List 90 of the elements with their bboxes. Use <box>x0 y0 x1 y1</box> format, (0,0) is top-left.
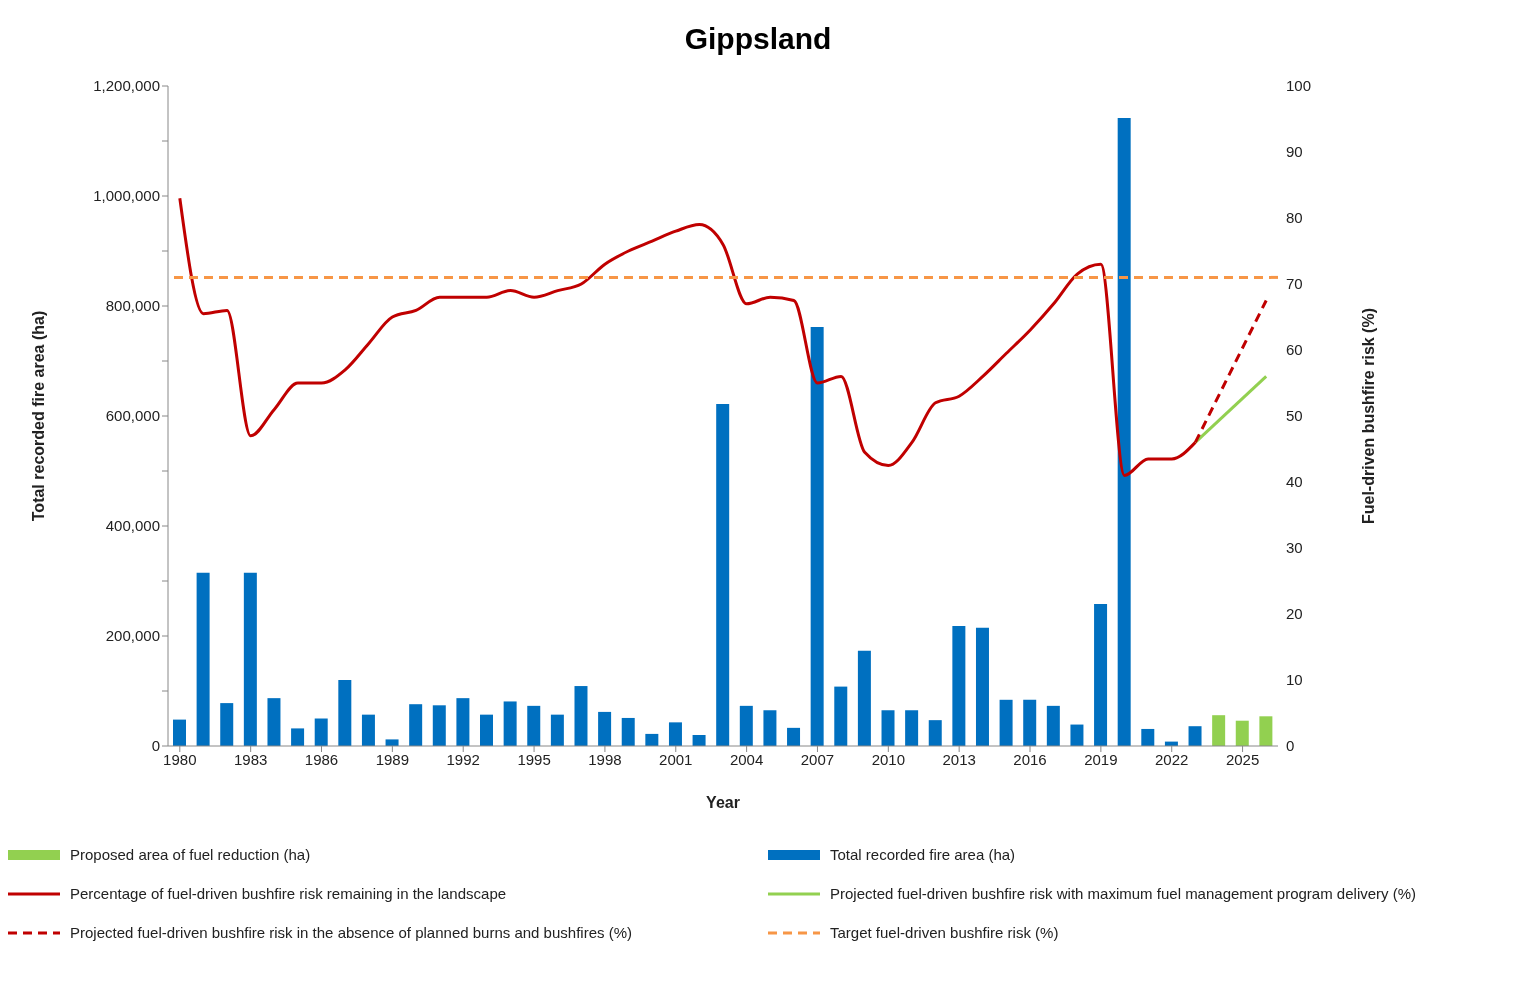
bar <box>598 711 612 746</box>
y-tick-label: 400,000 <box>105 517 160 535</box>
y-tick-label: 0 <box>151 737 160 755</box>
y2-tick-label: 100 <box>1286 77 1312 95</box>
bar <box>716 403 730 746</box>
y2-tick-label: 40 <box>1286 473 1303 491</box>
x-tick-label: 1998 <box>588 750 622 768</box>
bar <box>291 728 305 746</box>
bar <box>409 704 423 746</box>
x-tick-label: 1989 <box>375 750 410 768</box>
x-axis-title: Year <box>706 794 740 811</box>
x-tick-label: 2019 <box>1084 750 1118 768</box>
y2-tick-label: 0 <box>1286 737 1295 755</box>
y2-axis-title: Fuel-driven bushfire risk (%) <box>1359 307 1377 525</box>
y-tick-label: 1,000,000 <box>93 187 160 205</box>
bar <box>480 714 494 746</box>
bar <box>527 705 541 746</box>
bar <box>810 326 824 746</box>
chart-title: Gippsland <box>683 22 833 56</box>
bar <box>196 572 210 746</box>
bar <box>1117 117 1131 746</box>
bar <box>787 727 801 746</box>
bar <box>834 686 848 746</box>
x-tick-label: 2001 <box>659 750 693 768</box>
y-tick-label: 600,000 <box>105 407 160 425</box>
bar <box>763 710 777 746</box>
bar <box>361 714 375 746</box>
legend-label: Percentage of fuel-driven bushfire risk remaining in the landscape <box>70 885 507 902</box>
bar <box>1070 724 1084 746</box>
x-tick-label: 2013 <box>942 750 976 768</box>
bar <box>550 714 564 746</box>
y2-tick-label: 50 <box>1286 407 1303 425</box>
x-tick-label: 2010 <box>871 750 906 768</box>
y2-tick-label: 70 <box>1286 275 1303 293</box>
x-tick-label: 2004 <box>729 750 764 768</box>
bar <box>314 718 328 746</box>
x-tick-label: 2022 <box>1155 750 1189 768</box>
legend-label: Total recorded fire area (ha) <box>830 846 1016 863</box>
x-tick-label: 1986 <box>304 750 339 768</box>
bar <box>668 722 682 746</box>
bar <box>385 739 399 746</box>
y2-tick-label: 80 <box>1286 209 1303 227</box>
legend-label: Target fuel-driven bushfire risk (%) <box>830 924 1059 941</box>
bar <box>267 698 281 746</box>
x-tick-label: 2016 <box>1013 750 1047 768</box>
bar <box>574 686 588 746</box>
bar <box>739 705 753 746</box>
y2-tick-label: 60 <box>1286 341 1303 359</box>
y2-tick-label: 30 <box>1286 539 1303 557</box>
bar <box>1212 715 1226 746</box>
legend-label: Projected fuel-driven bushfire risk in the absence of planned burns and bushfires (%) <box>70 924 632 941</box>
bar <box>220 703 234 746</box>
bar <box>1188 726 1202 746</box>
y2-tick-label: 10 <box>1286 671 1303 689</box>
x-tick-label: 1980 <box>163 750 197 768</box>
y-axis-title: Total recorded fire area (ha) <box>29 310 47 522</box>
bar <box>857 650 871 746</box>
x-tick-label: 1983 <box>233 750 268 768</box>
x-tick-label: 1992 <box>446 750 480 768</box>
bar <box>173 719 186 746</box>
bar <box>1094 604 1108 746</box>
y-tick-label: 800,000 <box>105 297 160 315</box>
bar <box>692 735 706 746</box>
bar <box>881 710 895 746</box>
bar <box>1023 699 1037 746</box>
bar <box>1259 716 1273 746</box>
bar <box>1141 728 1155 746</box>
bar <box>905 710 919 746</box>
bar <box>338 680 352 746</box>
bar <box>456 698 470 746</box>
y2-tick-label: 90 <box>1286 143 1303 161</box>
bar <box>952 626 966 746</box>
x-tick-label: 1995 <box>517 750 551 768</box>
bar <box>999 699 1013 746</box>
x-tick-label: 2007 <box>800 750 835 768</box>
y2-tick-label: 20 <box>1286 605 1303 623</box>
bar <box>928 720 942 746</box>
bar <box>503 701 517 746</box>
bar <box>243 572 257 746</box>
y-tick-label: 200,000 <box>105 627 160 645</box>
y-tick-label: 1,200,000 <box>93 77 160 95</box>
bar <box>621 717 635 746</box>
bar <box>1046 705 1060 746</box>
bar <box>645 733 659 746</box>
bar <box>1235 720 1249 746</box>
x-tick-label: 2025 <box>1225 750 1260 768</box>
legend-label: Proposed area of fuel reduction (ha) <box>70 846 311 863</box>
bar <box>975 627 989 746</box>
legend-label: Projected fuel-driven bushfire risk with maximum fuel management program delivery (%) <box>830 885 1417 902</box>
bar <box>432 705 446 746</box>
